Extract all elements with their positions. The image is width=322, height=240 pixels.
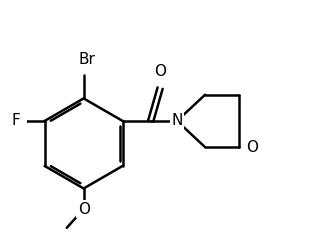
Text: O: O bbox=[246, 140, 258, 155]
Text: N: N bbox=[171, 114, 183, 128]
Text: O: O bbox=[78, 202, 90, 216]
Text: F: F bbox=[11, 114, 20, 128]
Text: O: O bbox=[154, 64, 166, 79]
Text: Br: Br bbox=[79, 53, 96, 67]
